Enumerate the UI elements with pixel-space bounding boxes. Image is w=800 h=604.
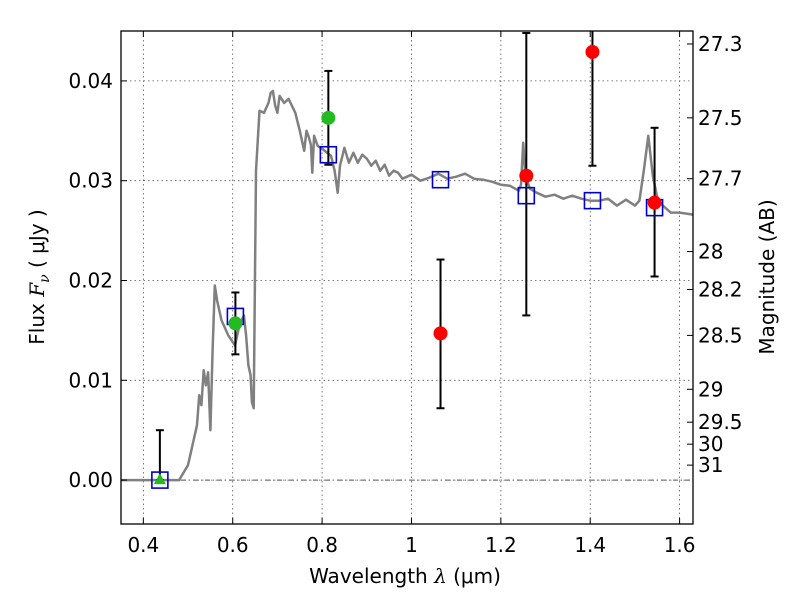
- observed-flux-point: [647, 195, 662, 210]
- model-flux-square: [431, 170, 450, 189]
- model-flux-square: [151, 471, 169, 489]
- y2-tick-label: 27.5: [698, 106, 743, 130]
- y2-tick-label: 29.5: [698, 410, 743, 434]
- model-flux-square: [583, 191, 602, 210]
- y-tick-label: 0.03: [68, 169, 113, 193]
- observed-flux-point: [585, 44, 600, 59]
- y2-tick-label: 28.2: [698, 277, 743, 301]
- model-sed-curve: [121, 89, 694, 482]
- observed-flux-point: [519, 168, 534, 183]
- plot-area: [121, 31, 693, 524]
- y-tick-label: 0.00: [68, 468, 113, 492]
- observed-flux-point: [321, 110, 336, 125]
- x-tick-label: 1: [405, 533, 418, 557]
- tick-marks: [121, 31, 693, 524]
- model-flux-square: [319, 145, 338, 164]
- observed-flux-point: [433, 326, 448, 341]
- y2-tick-label: 31: [698, 453, 723, 477]
- y2-tick-label: 30: [698, 432, 723, 456]
- upper-limit-triangle: [153, 473, 166, 485]
- y2-tick-label: 28.5: [698, 323, 743, 347]
- observed-flux-point: [228, 316, 243, 331]
- model-flux-square: [517, 186, 536, 205]
- y-tick-label: 0.01: [68, 368, 113, 392]
- x-tick-label: 1.4: [574, 533, 606, 557]
- marker-layer: [151, 44, 664, 489]
- plot-frame: [120, 30, 694, 525]
- y-tick-label: 0.02: [68, 268, 113, 292]
- x-axis-label: Wavelength λ (μm): [309, 564, 501, 588]
- y2-axis-label: Magnitude (AB): [755, 199, 779, 354]
- y2-tick-label: 27.3: [698, 32, 743, 56]
- model-sed-layer: [121, 89, 694, 482]
- y-tick-label: 0.04: [68, 69, 113, 93]
- x-tick-label: 0.6: [217, 533, 249, 557]
- x-tick-label: 0.4: [127, 533, 159, 557]
- x-tick-label: 1.2: [485, 533, 517, 557]
- y-axis-label: Flux Fν ( μJy ): [25, 209, 53, 344]
- y2-tick-label: 27.7: [698, 167, 743, 191]
- y2-tick-label: 28: [698, 240, 723, 264]
- y-tick-labels: 0.00 0.01 0.02 0.03 0.04: [68, 69, 113, 492]
- y2-tick-label: 29: [698, 377, 723, 401]
- x-tick-label: 1.6: [664, 533, 696, 557]
- grid-lines: [121, 31, 693, 524]
- x-tick-labels: 0.4 0.6 0.8 1 1.2 1.4 1.6: [127, 533, 695, 557]
- x-tick-label: 0.8: [306, 533, 338, 557]
